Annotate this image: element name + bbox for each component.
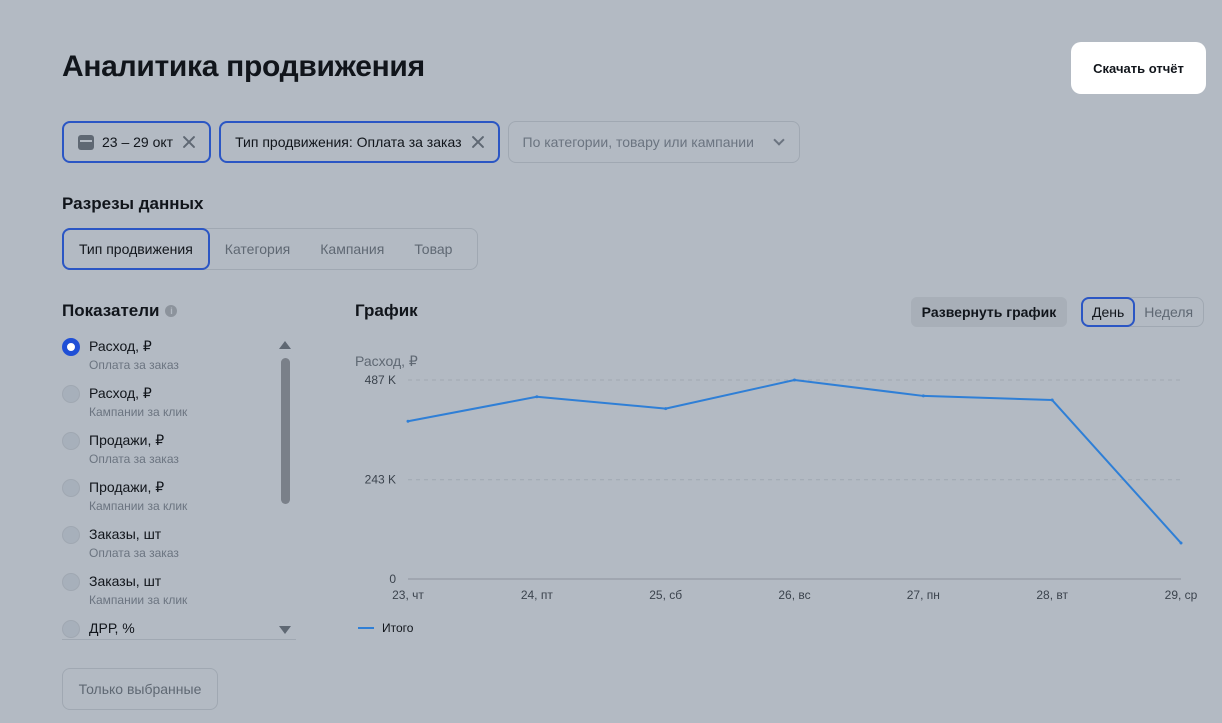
category-product-campaign-select[interactable]: По категории, товару или кампании [507, 121, 800, 163]
slices-title: Разрезы данных [62, 194, 204, 213]
scrollbar-thumb[interactable] [281, 358, 290, 504]
radio-button[interactable] [62, 338, 80, 356]
metric-sub: Кампании за клик [89, 499, 188, 513]
metrics-title-label: Показатели [62, 301, 160, 320]
slices-tabs: Тип продвижения Категория Кампания Товар [62, 228, 478, 270]
filters-bar: 23 – 29 окт Тип продвижения: Оплата за з… [62, 121, 800, 163]
tab-category[interactable]: Категория [224, 241, 291, 257]
page-title: Аналитика продвижения [62, 50, 425, 83]
download-report-button[interactable]: Скачать отчёт [1071, 42, 1206, 94]
select-placeholder: По категории, товару или кампании [522, 134, 754, 150]
x-tick-label: 23, чт [392, 588, 424, 602]
chevron-down-icon [772, 134, 785, 146]
data-point [535, 395, 539, 399]
metric-label: ДРР, % [89, 620, 135, 636]
metric-sub: Кампании за клик [89, 593, 188, 607]
series-line [407, 379, 1182, 544]
chart-legend: Итого [358, 621, 413, 635]
tab-campaign[interactable]: Кампания [320, 241, 385, 257]
metrics-title: Показатели i [62, 301, 178, 321]
line-chart: 0 243 K 487 K 23, чт 24, пт 25, сб 26, вс 27, п… [365, 373, 1198, 602]
tab-product[interactable]: Товар [414, 241, 453, 257]
data-point [406, 419, 410, 423]
radio-button[interactable] [62, 385, 80, 403]
radio-button[interactable] [62, 479, 80, 497]
only-selected-button[interactable]: Только выбранные [62, 668, 218, 710]
x-tick-label: 28, вт [1036, 588, 1068, 602]
promo-type-filter-chip[interactable]: Тип продвижения: Оплата за заказ [219, 121, 500, 163]
date-filter-label: 23 – 29 окт [102, 134, 174, 150]
close-icon[interactable] [181, 134, 197, 150]
y-tick-label: 243 K [365, 473, 396, 487]
metric-label: Заказы, шт [89, 573, 162, 589]
date-filter-chip[interactable]: 23 – 29 окт [62, 121, 212, 163]
metric-sub: Оплата за заказ [89, 358, 179, 372]
close-icon[interactable] [470, 134, 486, 150]
radio-button[interactable] [62, 620, 80, 638]
info-icon[interactable]: i [165, 305, 178, 317]
x-tick-label: 24, пт [521, 588, 554, 602]
metric-label: Продажи, ₽ [89, 479, 165, 495]
metric-label: Расход, ₽ [89, 385, 152, 401]
radio-button[interactable] [62, 526, 80, 544]
radio-button[interactable] [62, 432, 80, 450]
calendar-icon [78, 134, 94, 150]
x-tick-label: 29, ср [1165, 588, 1198, 602]
data-point [1179, 541, 1183, 545]
radio-button[interactable] [62, 573, 80, 591]
metric-label: Продажи, ₽ [89, 432, 165, 448]
metrics-list: Расход, ₽ Оплата за заказ Расход, ₽ Камп… [62, 336, 296, 640]
tab-promo-type[interactable]: Тип продвижения [62, 228, 210, 270]
promo-type-filter-label: Тип продвижения: Оплата за заказ [235, 134, 462, 150]
legend-line-marker [358, 627, 374, 629]
y-tick-label: 0 [389, 572, 396, 586]
y-axis-title: Расход, ₽ [355, 353, 418, 369]
x-tick-label: 25, сб [649, 588, 682, 602]
x-tick-label: 26, вс [778, 588, 810, 602]
metric-label: Заказы, шт [89, 526, 162, 542]
metric-label: Расход, ₽ [89, 338, 152, 354]
scroll-up-arrow-icon[interactable] [279, 341, 291, 349]
y-tick-label: 487 K [365, 373, 396, 387]
data-point [921, 394, 925, 398]
expand-chart-button[interactable]: Развернуть график [911, 297, 1067, 327]
scroll-down-arrow-icon[interactable] [279, 626, 291, 634]
metric-sub: Кампании за клик [89, 405, 188, 419]
metric-sub: Оплата за заказ [89, 546, 179, 560]
legend-label: Итого [382, 621, 414, 635]
metric-sub: Оплата за заказ [89, 452, 179, 466]
period-week[interactable]: Неделя [1144, 304, 1194, 320]
data-point [1050, 398, 1054, 402]
x-tick-label: 27, пн [907, 588, 940, 602]
graph-title: График [355, 301, 418, 320]
period-switch: День Неделя [1081, 297, 1204, 327]
data-point [793, 378, 796, 382]
data-point [664, 407, 668, 411]
period-day[interactable]: День [1081, 297, 1136, 327]
